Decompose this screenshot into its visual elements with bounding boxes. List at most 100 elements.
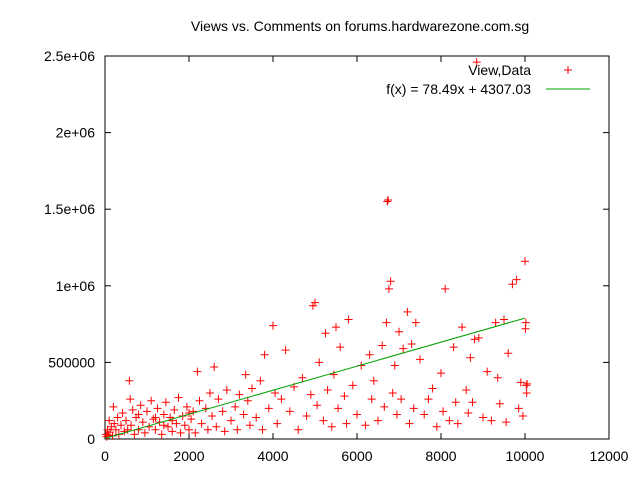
y-tick-label: 2e+06 xyxy=(56,125,96,141)
data-point xyxy=(109,402,118,411)
data-point xyxy=(458,323,466,332)
data-point xyxy=(127,421,136,430)
data-point xyxy=(508,280,517,289)
data-point xyxy=(462,385,471,394)
data-point xyxy=(302,412,311,421)
data-point xyxy=(392,410,401,419)
data-point xyxy=(239,410,248,419)
legend: View,Data f(x) = 78.49x + 4307.03 xyxy=(386,62,590,97)
data-point xyxy=(384,284,393,293)
data-point xyxy=(191,428,200,437)
data-point xyxy=(187,415,196,424)
data-point xyxy=(252,413,261,422)
data-point xyxy=(512,275,521,284)
data-point xyxy=(500,315,508,324)
data-point xyxy=(294,425,303,434)
data-point xyxy=(424,395,433,404)
data-point xyxy=(220,427,229,436)
data-point xyxy=(233,425,242,434)
data-point xyxy=(334,404,343,413)
data-point xyxy=(105,416,114,425)
data-point xyxy=(403,307,412,316)
data-point xyxy=(157,430,166,439)
data-point xyxy=(271,389,280,398)
data-point xyxy=(344,315,353,324)
data-point xyxy=(168,416,177,425)
data-point xyxy=(502,418,511,427)
data-point xyxy=(522,381,531,390)
data-point xyxy=(151,413,160,422)
y-tick-label: 2.5e+06 xyxy=(44,48,95,64)
data-point xyxy=(386,277,395,286)
data-point xyxy=(118,408,127,417)
data-point xyxy=(449,343,458,352)
data-point xyxy=(182,402,191,411)
data-point xyxy=(395,327,403,336)
data-point xyxy=(327,422,336,431)
data-point xyxy=(439,407,448,416)
data-point xyxy=(110,419,119,428)
data-point xyxy=(245,421,254,430)
data-point xyxy=(361,421,370,430)
data-point xyxy=(332,323,340,332)
data-point xyxy=(432,422,441,431)
data-point xyxy=(130,430,139,439)
data-point xyxy=(382,318,391,327)
y-tick-label: 500000 xyxy=(48,354,95,370)
data-point xyxy=(470,335,479,344)
data-point xyxy=(185,408,193,417)
data-point xyxy=(384,196,393,205)
data-point xyxy=(445,416,454,425)
data-point xyxy=(472,58,481,67)
data-points xyxy=(101,58,532,441)
data-point xyxy=(269,321,277,330)
data-point xyxy=(151,425,160,434)
data-point xyxy=(321,329,330,338)
data-point xyxy=(388,389,397,398)
data-point xyxy=(493,373,502,382)
data-point xyxy=(218,407,227,416)
data-point xyxy=(437,369,445,378)
data-point xyxy=(120,427,129,436)
fit-line xyxy=(104,317,526,439)
data-point xyxy=(329,370,338,379)
data-point xyxy=(277,395,286,404)
data-point xyxy=(281,346,290,355)
data-point xyxy=(504,349,513,358)
data-point xyxy=(374,416,382,425)
x-tick-label: 2000 xyxy=(173,448,204,464)
data-point xyxy=(197,419,206,428)
legend-marker-data xyxy=(564,66,572,74)
data-point xyxy=(159,421,168,430)
data-point xyxy=(420,410,429,419)
data-point xyxy=(313,401,322,410)
data-point xyxy=(522,389,531,398)
x-tick-label: 12000 xyxy=(590,448,629,464)
legend-label-data: View,Data xyxy=(468,62,531,78)
x-tick-label: 10000 xyxy=(506,448,545,464)
data-point xyxy=(193,367,202,376)
data-point xyxy=(113,413,122,422)
data-point xyxy=(189,407,198,416)
data-point xyxy=(409,404,418,413)
data-point xyxy=(248,384,256,393)
data-point xyxy=(140,428,149,437)
data-point xyxy=(399,344,408,353)
data-point xyxy=(411,318,420,327)
data-point xyxy=(122,416,130,425)
y-axis-ticks: 0 500000 1e+06 1.5e+06 2e+06 2.5e+06 xyxy=(44,48,609,447)
legend-label-fit: f(x) = 78.49x + 4307.03 xyxy=(386,81,531,97)
data-point xyxy=(523,379,532,388)
data-point xyxy=(340,392,349,401)
data-point xyxy=(206,389,214,398)
data-point xyxy=(241,370,250,379)
data-point xyxy=(149,415,158,424)
data-point xyxy=(147,396,156,405)
data-point xyxy=(369,376,378,385)
data-point xyxy=(311,298,319,307)
data-point xyxy=(243,396,252,405)
data-point xyxy=(405,419,414,428)
data-point xyxy=(180,421,189,430)
data-point xyxy=(451,398,460,407)
x-tick-label: 8000 xyxy=(425,448,456,464)
